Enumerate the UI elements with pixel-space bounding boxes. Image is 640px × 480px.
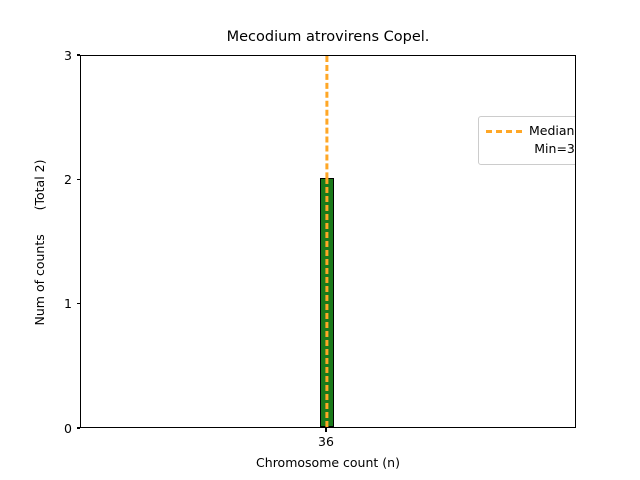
dashed-line-icon bbox=[486, 129, 522, 133]
x-tick-label: 36 bbox=[318, 434, 334, 449]
x-tick-mark bbox=[325, 428, 327, 432]
y-axis-label-line1: Num of counts bbox=[32, 234, 47, 326]
y-axis-label-line2: (Total 2) bbox=[32, 159, 47, 211]
y-tick-label: 1 bbox=[64, 296, 72, 312]
legend-label-minmax: Min=36, Max=36 bbox=[534, 141, 575, 156]
median-line-overlay-icon bbox=[325, 178, 329, 427]
legend-item-median: Median(n)=36.0 bbox=[486, 122, 576, 140]
legend-label-median: Median(n)=36.0 bbox=[529, 123, 576, 138]
y-tick-mark bbox=[76, 54, 80, 56]
y-tick-mark bbox=[76, 427, 80, 429]
x-axis-label: Chromosome count (n) bbox=[256, 455, 400, 470]
y-tick-label: 3 bbox=[64, 47, 72, 63]
chart-title: Mecodium atrovirens Copel. bbox=[226, 29, 430, 45]
y-tick-label: 2 bbox=[64, 171, 72, 187]
legend: Median(n)=36.0 Min=36, Max=36 bbox=[478, 116, 576, 165]
y-tick-mark bbox=[76, 303, 80, 305]
legend-item-minmax: Min=36, Max=36 bbox=[486, 140, 575, 158]
y-tick-label: 0 bbox=[64, 420, 72, 436]
y-axis-label: Num of counts (Total 2) bbox=[32, 56, 47, 429]
plot-area: Median(n)=36.0 Min=36, Max=36 bbox=[80, 55, 576, 428]
y-tick-mark bbox=[76, 178, 80, 180]
